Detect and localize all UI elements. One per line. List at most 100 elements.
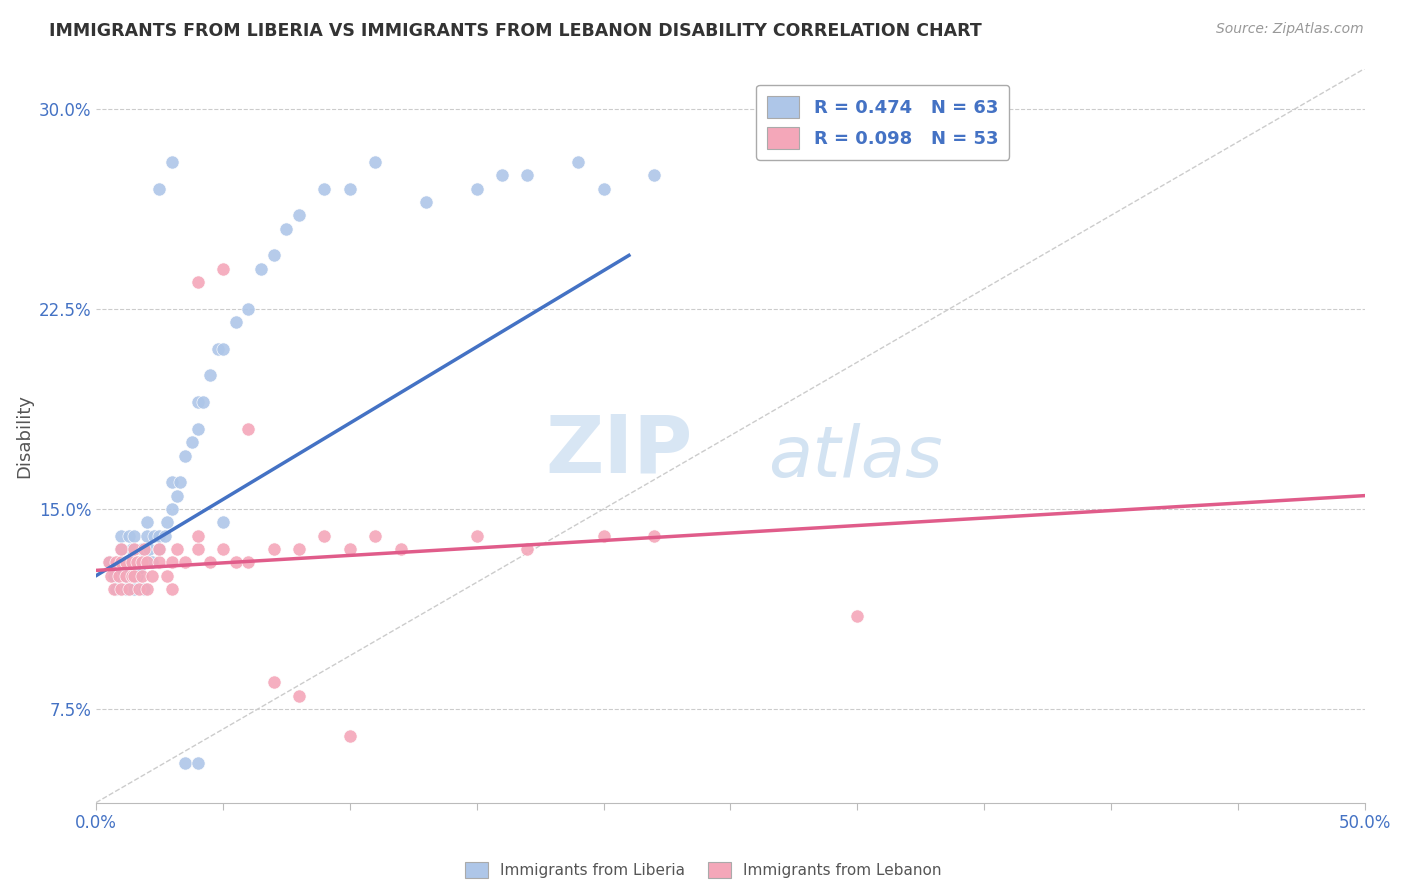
Point: [288, 541, 311, 556]
Point: [238, 301, 260, 316]
Point: [187, 395, 209, 409]
Point: [135, 555, 157, 569]
Point: [288, 689, 311, 703]
Point: [125, 555, 148, 569]
Point: [212, 541, 235, 556]
Point: [314, 181, 336, 195]
Point: [263, 675, 285, 690]
Point: [173, 449, 195, 463]
Point: [516, 541, 538, 556]
Point: [122, 529, 145, 543]
Point: [110, 582, 132, 596]
Point: [156, 516, 179, 530]
Text: IMMIGRANTS FROM LIBERIA VS IMMIGRANTS FROM LEBANON DISABILITY CORRELATION CHART: IMMIGRANTS FROM LIBERIA VS IMMIGRANTS FR…: [49, 22, 981, 40]
Point: [339, 181, 361, 195]
Point: [212, 342, 235, 356]
Point: [148, 541, 170, 556]
Point: [105, 555, 128, 569]
Point: [200, 555, 222, 569]
Point: [121, 568, 143, 582]
Point: [118, 529, 141, 543]
Point: [122, 555, 145, 569]
Point: [187, 275, 209, 289]
Point: [200, 368, 222, 383]
Legend: R = 0.474   N = 63, R = 0.098   N = 53: R = 0.474 N = 63, R = 0.098 N = 53: [756, 85, 1010, 160]
Point: [141, 568, 163, 582]
Legend: Immigrants from Liberia, Immigrants from Lebanon: Immigrants from Liberia, Immigrants from…: [458, 856, 948, 884]
Point: [389, 541, 412, 556]
Point: [187, 529, 209, 543]
Point: [110, 555, 132, 569]
Point: [110, 529, 132, 543]
Point: [364, 155, 387, 169]
Point: [173, 756, 195, 770]
Point: [108, 560, 131, 574]
Point: [115, 568, 138, 582]
Point: [115, 568, 138, 582]
Point: [153, 529, 176, 543]
Point: [160, 502, 183, 516]
Point: [148, 541, 170, 556]
Point: [238, 555, 260, 569]
Point: [339, 541, 361, 556]
Point: [135, 582, 157, 596]
Point: [148, 529, 170, 543]
Point: [592, 181, 614, 195]
Point: [131, 555, 153, 569]
Point: [134, 541, 156, 556]
Point: [263, 248, 285, 262]
Point: [110, 555, 132, 569]
Point: [131, 568, 153, 582]
Point: [135, 555, 157, 569]
Point: [181, 435, 204, 450]
Point: [134, 582, 156, 596]
Point: [110, 541, 132, 556]
Point: [187, 422, 209, 436]
Point: [592, 529, 614, 543]
Point: [364, 529, 387, 543]
Point: [187, 756, 209, 770]
Point: [276, 221, 298, 235]
Point: [212, 516, 235, 530]
Point: [148, 181, 170, 195]
Point: [115, 555, 138, 569]
Text: atlas: atlas: [769, 423, 943, 492]
Point: [166, 489, 188, 503]
Point: [100, 568, 122, 582]
Point: [121, 555, 143, 569]
Text: Source: ZipAtlas.com: Source: ZipAtlas.com: [1216, 22, 1364, 37]
Point: [118, 555, 141, 569]
Point: [122, 582, 145, 596]
Point: [160, 582, 183, 596]
Point: [263, 541, 285, 556]
Point: [135, 516, 157, 530]
Point: [118, 582, 141, 596]
Point: [516, 169, 538, 183]
Point: [125, 568, 148, 582]
Point: [166, 541, 188, 556]
Point: [191, 395, 214, 409]
Point: [97, 555, 120, 569]
Point: [128, 582, 150, 596]
Point: [103, 568, 125, 582]
Point: [122, 568, 145, 582]
Point: [110, 541, 132, 556]
Point: [250, 261, 273, 276]
Point: [160, 475, 183, 490]
Point: [643, 169, 665, 183]
Point: [128, 560, 150, 574]
Point: [160, 555, 183, 569]
Point: [160, 155, 183, 169]
Point: [135, 529, 157, 543]
Point: [173, 555, 195, 569]
Point: [122, 541, 145, 556]
Point: [131, 541, 153, 556]
Point: [148, 555, 170, 569]
Point: [187, 541, 209, 556]
Point: [207, 342, 229, 356]
Point: [115, 582, 138, 596]
Point: [288, 208, 311, 222]
Point: [314, 529, 336, 543]
Point: [491, 169, 513, 183]
Point: [465, 529, 488, 543]
